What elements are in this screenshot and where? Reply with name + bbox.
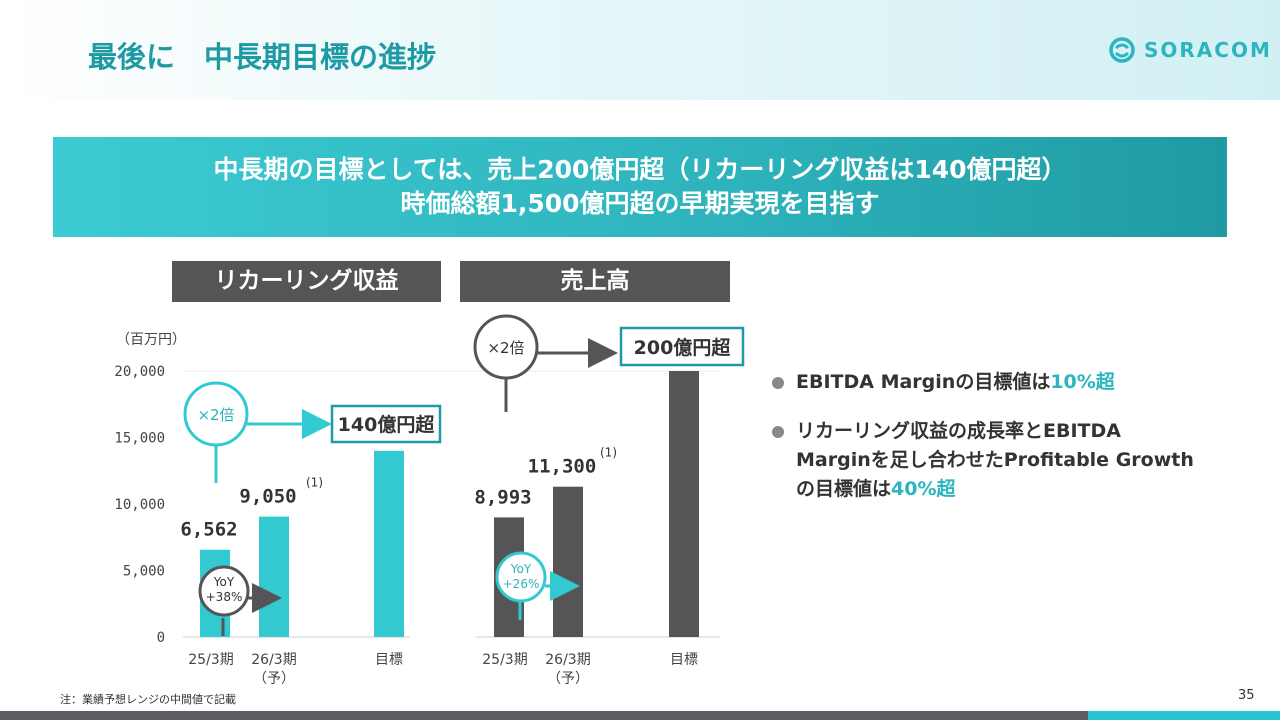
kpi-bullets: EBITDA Marginの目標値は10%超 リカーリング収益の成長率とEBIT… (772, 368, 1202, 524)
recurring-yoy-circle (198, 565, 250, 617)
revenue-x-label-1: 26/3期 (545, 652, 590, 668)
bullet-profitable-growth: リカーリング収益の成長率とEBITDA Marginを足し合わせたProfita… (772, 417, 1202, 504)
page-title: 最後に 中長期目標の進捗 (88, 40, 437, 74)
x-axis-labels: 25/3期 26/3期 （予） 目標 25/3期 26/3期 （予） 目標 (188, 652, 698, 687)
revenue-yoy-annotation: YoY +26% (495, 551, 580, 620)
recurring-target-box (330, 404, 442, 444)
banner-line-1: 中長期の目標としては、売上200億円超（リカーリング収益は140億円超） (213, 155, 1067, 184)
goal-banner: 中長期の目標としては、売上200億円超（リカーリング収益は140億円超） 時価総… (53, 137, 1227, 237)
recurring-target-label: 140億円超 (338, 413, 436, 436)
logo-text: SORACOM (1144, 38, 1272, 62)
recurring-yoy-value: +38% (206, 590, 243, 604)
revenue-x-label-1: （予） (547, 671, 589, 687)
recurring-yoy-label: YoY (213, 575, 235, 589)
revenue-target-label: 200億円超 (634, 336, 732, 359)
y-tick-label: 15,000 (114, 431, 165, 447)
bullet-text: EBITDA Marginの目標値は (796, 371, 1051, 393)
revenue-bar-label-1: 11,300 (528, 456, 597, 478)
recurring-x-label-0: 25/3期 (188, 652, 233, 668)
revenue-x-label-2: 目標 (670, 652, 698, 668)
revenue-yoy-circle (495, 551, 547, 603)
y-tick-label: 0 (157, 630, 165, 646)
bullet-text: リカーリング収益の成長率とEBITDA Marginを足し合わせたProfita… (796, 420, 1194, 500)
revenue-yoy-value: +26% (503, 577, 540, 591)
footer-bar (0, 711, 1280, 720)
unit-label: （百万円） (116, 332, 186, 348)
recurring-multiplier-annotation: ×2倍 140億円超 (183, 381, 442, 483)
recurring-multiplier-text: ×2倍 (197, 406, 234, 424)
bullet-dot (772, 377, 784, 389)
banner-line-2: 時価総額1,500億円超の早期実現を目指す (400, 189, 880, 218)
recurring-x-label-1: 26/3期 (251, 652, 296, 668)
bullet-ebitda: EBITDA Marginの目標値は10%超 (772, 368, 1202, 397)
recurring-chart-heading: リカーリング収益 (172, 261, 441, 302)
recurring-bar-label-1: 9,050 (239, 486, 296, 508)
recurring-yoy-annotation: YoY +38% (198, 565, 282, 636)
revenue-note-mark-1: (1) (600, 446, 617, 460)
soracom-logo-icon (1109, 37, 1135, 63)
header-band (0, 0, 1280, 100)
revenue-multiplier-text: ×2倍 (487, 339, 524, 357)
y-tick-label: 10,000 (114, 497, 165, 513)
recurring-x-label-1: （予） (253, 671, 295, 687)
revenue-x-label-0: 25/3期 (482, 652, 527, 668)
revenue-bar-label-0: 8,993 (474, 486, 531, 508)
recurring-x-label-2: 目標 (375, 652, 403, 668)
revenue-yoy-label: YoY (510, 562, 532, 576)
y-tick-label: 20,000 (114, 364, 165, 380)
recurring-bar-1 (259, 516, 289, 637)
soracom-logo: SORACOM (1108, 36, 1272, 64)
recurring-bar-2 (374, 450, 404, 637)
revenue-chart-heading: 売上高 (460, 261, 730, 302)
revenue-bar-2 (669, 371, 699, 637)
revenue-target-box (619, 326, 745, 367)
revenue-bar-1 (553, 486, 583, 637)
y-tick-label: 5,000 (123, 564, 165, 580)
recurring-note-mark-1: (1) (306, 476, 323, 490)
bullet-dot (772, 426, 784, 438)
page-number: 35 (1238, 688, 1255, 703)
footnote: 注：業績予想レンジの中間値で記載 (60, 693, 236, 706)
bullet-highlight: 40%超 (891, 478, 956, 500)
revenue-multiplier-annotation: ×2倍 200億円超 (473, 314, 745, 412)
bullet-highlight: 10%超 (1050, 371, 1115, 393)
y-axis-ticks: 0 5,000 10,000 15,000 20,000 (114, 364, 165, 646)
recurring-bar-label-0: 6,562 (180, 519, 237, 541)
